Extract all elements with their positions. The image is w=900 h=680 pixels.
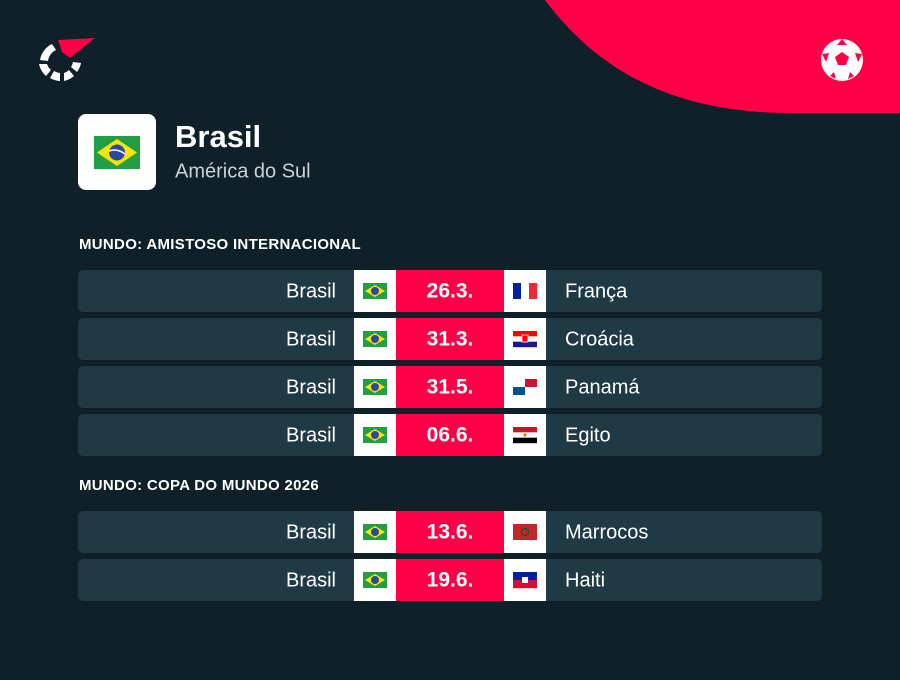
flag bbox=[513, 524, 537, 540]
flag bbox=[513, 341, 537, 348]
team-badge bbox=[78, 114, 156, 190]
away-team: França bbox=[565, 280, 628, 302]
home-team: Brasil bbox=[286, 328, 336, 350]
match-date: 26.3. bbox=[427, 280, 474, 303]
flag bbox=[513, 427, 537, 433]
flag bbox=[513, 387, 525, 395]
home-team: Brasil bbox=[286, 280, 336, 302]
flag bbox=[523, 433, 527, 437]
away-team: Egito bbox=[565, 424, 611, 446]
match-date: 19.6. bbox=[427, 569, 474, 592]
away-team: Panamá bbox=[565, 376, 640, 398]
home-team: Brasil bbox=[286, 424, 336, 446]
flag bbox=[513, 283, 522, 299]
away-team: Marrocos bbox=[565, 521, 648, 543]
home-team: Brasil bbox=[286, 521, 336, 543]
match-date: 06.6. bbox=[427, 424, 474, 447]
flag bbox=[513, 572, 537, 581]
fixture-row: Brasil 26.3. França bbox=[78, 270, 822, 312]
flag bbox=[371, 431, 379, 439]
flag bbox=[520, 527, 530, 537]
flag bbox=[513, 331, 537, 337]
flag bbox=[525, 379, 537, 387]
football-icon bbox=[821, 39, 863, 81]
flag bbox=[521, 283, 530, 299]
corner-shape bbox=[545, 0, 900, 113]
flag bbox=[371, 576, 379, 584]
date-cell bbox=[396, 366, 504, 408]
section-title: MUNDO: AMISTOSO INTERNACIONAL bbox=[79, 236, 361, 253]
section-title: MUNDO: COPA DO MUNDO 2026 bbox=[79, 477, 319, 494]
flag bbox=[371, 335, 379, 343]
flag bbox=[513, 580, 537, 589]
flag bbox=[529, 283, 538, 299]
fixture-row: Brasil 31.5. Panamá bbox=[78, 366, 822, 408]
away-team: Haiti bbox=[565, 569, 605, 591]
flag bbox=[371, 383, 379, 391]
away-team: Croácia bbox=[565, 328, 635, 350]
match-date: 31.5. bbox=[427, 376, 474, 399]
fixture-row: Brasil 13.6. Marrocos bbox=[78, 511, 822, 553]
date-cell bbox=[396, 414, 504, 456]
flag bbox=[522, 577, 528, 583]
team-region: América do Sul bbox=[175, 160, 311, 182]
flag bbox=[513, 437, 537, 444]
date-cell bbox=[396, 270, 504, 312]
flag bbox=[521, 334, 529, 343]
fixture-row: Brasil 06.6. Egito bbox=[78, 414, 822, 456]
team-name: Brasil bbox=[175, 119, 261, 154]
logo bbox=[39, 38, 95, 81]
date-cell bbox=[396, 511, 504, 553]
flag bbox=[371, 287, 379, 295]
fixtures: MUNDO: AMISTOSO INTERNACIONAL Brasil 26.3.… bbox=[78, 236, 822, 601]
flag bbox=[371, 528, 379, 536]
fixture-row: Brasil 31.3. Croácia bbox=[78, 318, 822, 360]
date-cell bbox=[396, 559, 504, 601]
match-date: 13.6. bbox=[427, 521, 474, 544]
date-cell bbox=[396, 318, 504, 360]
match-date: 31.3. bbox=[427, 328, 474, 351]
home-team: Brasil bbox=[286, 376, 336, 398]
fixture-row: Brasil 19.6. Haiti bbox=[78, 559, 822, 601]
home-team: Brasil bbox=[286, 569, 336, 591]
